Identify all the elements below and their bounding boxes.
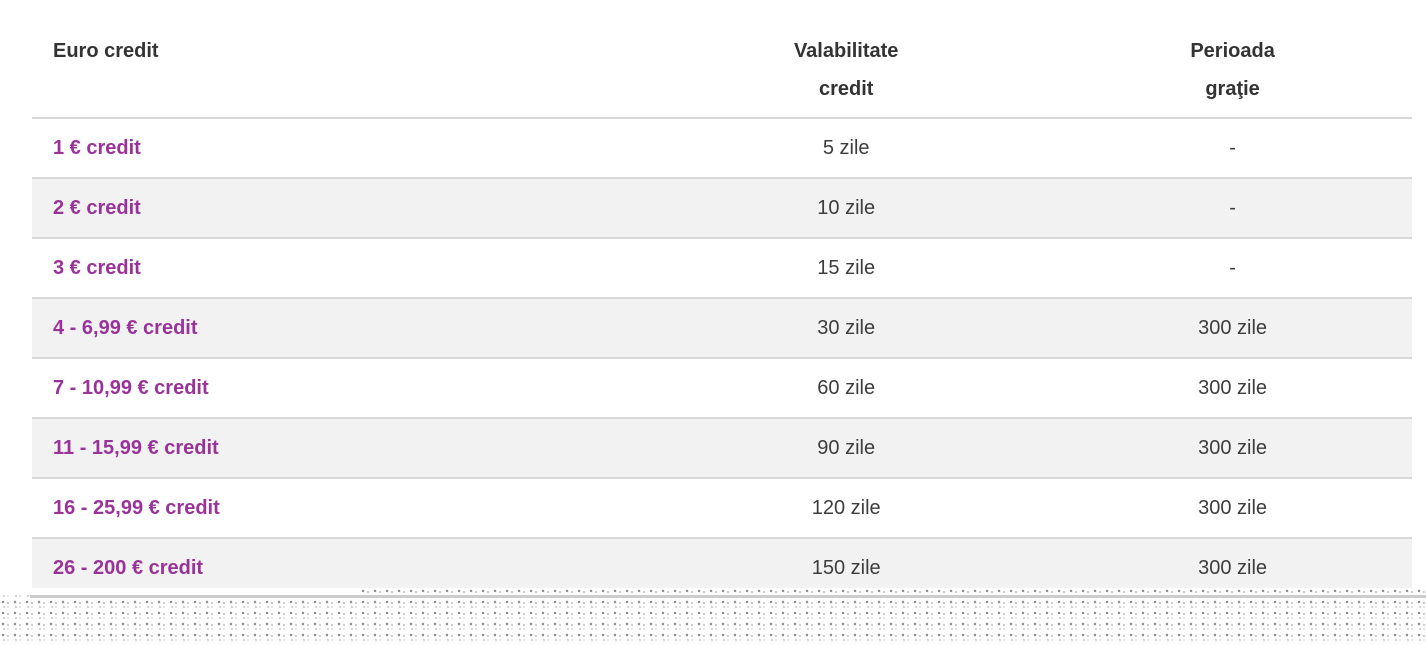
table-row: 2 € credit 10 zile - xyxy=(32,177,1412,237)
credit-amount-cell: 3 € credit xyxy=(53,256,141,279)
credit-amount-cell: 1 € credit xyxy=(53,136,141,159)
column-header-perioada-gratie: Perioada graţie xyxy=(1053,32,1412,108)
grace-period-cell: - xyxy=(1229,256,1236,279)
credit-amount-cell: 7 - 10,99 € credit xyxy=(53,376,209,399)
page-background-dot-pattern xyxy=(0,588,1426,645)
validity-cell: 30 zile xyxy=(817,316,876,339)
column-header-line: Euro credit xyxy=(53,40,159,62)
credit-amount-cell: 11 - 15,99 € credit xyxy=(53,436,219,459)
validity-cell: 90 zile xyxy=(817,436,876,459)
grace-period-cell: - xyxy=(1229,136,1236,159)
credit-amount-cell: 26 - 200 € credit xyxy=(53,556,204,579)
column-header-line: credit xyxy=(818,78,874,100)
column-header-valabilitate-credit: Valabilitate credit xyxy=(639,32,1053,108)
grace-period-cell: 300 zile xyxy=(1198,316,1268,339)
grace-period-cell: - xyxy=(1229,196,1236,219)
background-white-patch xyxy=(0,588,360,595)
grace-period-cell: 300 zile xyxy=(1198,556,1268,579)
table-row: 16 - 25,99 € credit 120 zile 300 zile xyxy=(32,477,1412,537)
validity-cell: 10 zile xyxy=(817,196,876,219)
validity-cell: 5 zile xyxy=(822,136,870,159)
credit-amount-cell: 2 € credit xyxy=(53,196,141,219)
table-row: 1 € credit 5 zile - xyxy=(32,117,1412,177)
validity-cell: 120 zile xyxy=(811,496,881,519)
table-row: 3 € credit 15 zile - xyxy=(32,237,1412,297)
table-header-row: Euro credit Valabilitate credit Perioada… xyxy=(32,0,1412,117)
column-header-euro-credit: Euro credit xyxy=(32,32,639,70)
grace-period-cell: 300 zile xyxy=(1198,496,1268,519)
validity-cell: 60 zile xyxy=(817,376,876,399)
table-row: 11 - 15,99 € credit 90 zile 300 zile xyxy=(32,417,1412,477)
credit-amount-cell: 4 - 6,99 € credit xyxy=(53,316,198,339)
grace-period-cell: 300 zile xyxy=(1198,436,1268,459)
table-row: 7 - 10,99 € credit 60 zile 300 zile xyxy=(32,357,1412,417)
column-header-line: graţie xyxy=(1205,78,1260,100)
credit-amount-cell: 16 - 25,99 € credit xyxy=(53,496,220,519)
column-header-line: Perioada xyxy=(1190,40,1275,62)
table-row: 4 - 6,99 € credit 30 zile 300 zile xyxy=(32,297,1412,357)
grace-period-cell: 300 zile xyxy=(1198,376,1268,399)
validity-cell: 150 zile xyxy=(811,556,881,579)
table-bottom-border xyxy=(30,595,1426,598)
column-header-line: Valabilitate xyxy=(793,40,899,62)
table-row: 26 - 200 € credit 150 zile 300 zile xyxy=(32,537,1412,597)
validity-cell: 15 zile xyxy=(817,256,876,279)
credit-validity-table: Euro credit Valabilitate credit Perioada… xyxy=(32,0,1412,597)
